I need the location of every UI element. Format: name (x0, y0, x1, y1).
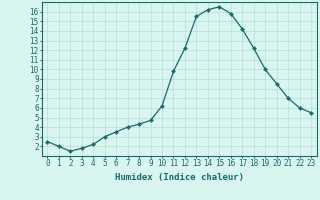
X-axis label: Humidex (Indice chaleur): Humidex (Indice chaleur) (115, 173, 244, 182)
